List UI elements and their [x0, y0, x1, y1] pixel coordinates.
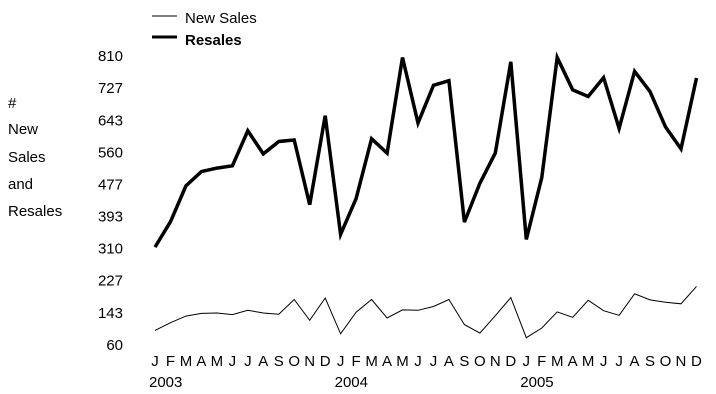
x-tick-label: D [691, 353, 702, 370]
y-tick-label: 727 [98, 80, 123, 97]
new-sales-line [154, 286, 697, 339]
x-tick-label: J [229, 353, 237, 370]
x-tick-label: J [600, 353, 608, 370]
y-tick-label: 393 [98, 209, 123, 226]
y-tick-label: 310 [98, 241, 123, 258]
x-tick-label: N [676, 353, 687, 370]
x-tick-label: A [382, 353, 392, 370]
y-axis-label-line: Resales [8, 203, 62, 220]
y-tick-label: 560 [98, 144, 123, 161]
x-tick-label: M [551, 353, 564, 370]
x-tick-label: A [630, 353, 640, 370]
x-tick-label: D [320, 353, 331, 370]
x-tick-label: F [352, 353, 361, 370]
x-tick-label: O [288, 353, 300, 370]
x-tick-label: J [430, 353, 438, 370]
x-tick-label: J [151, 353, 159, 370]
y-axis-label-line: Sales [8, 149, 46, 166]
x-tick-label: N [490, 353, 501, 370]
y-axis-label: # New Sales and Resales [8, 95, 62, 220]
series-lines [153, 51, 699, 339]
x-year-label: 2003 [149, 374, 182, 391]
x-tick-label: A [258, 353, 268, 370]
legend: New Sales Resales [152, 10, 257, 49]
y-tick-label: 643 [98, 112, 123, 129]
x-tick-label: A [568, 353, 578, 370]
x-tick-label: S [645, 353, 655, 370]
y-tick-label: 143 [98, 305, 123, 322]
x-tick-label: J [615, 353, 623, 370]
x-tick-label: N [304, 353, 315, 370]
y-axis-label-line: and [8, 176, 33, 193]
y-axis-ticks: 60 143 227 310 393 477 560 643 727 810 [98, 48, 123, 354]
y-axis-label-line: New [8, 121, 38, 138]
x-tick-label: M [211, 353, 224, 370]
x-tick-label: J [523, 353, 531, 370]
x-tick-label: J [414, 353, 422, 370]
x-tick-label: D [505, 353, 516, 370]
y-tick-label: 810 [98, 48, 123, 65]
x-tick-label: A [444, 353, 454, 370]
x-tick-label: M [365, 353, 378, 370]
x-tick-label: M [582, 353, 595, 370]
x-tick-label: M [180, 353, 193, 370]
x-tick-label: M [396, 353, 409, 370]
x-axis-years: 2003 2004 2005 [149, 374, 554, 391]
x-tick-label: F [537, 353, 546, 370]
x-tick-label: S [274, 353, 284, 370]
x-tick-label: S [459, 353, 469, 370]
legend-new-sales-label: New Sales [185, 10, 257, 27]
legend-resales-label: Resales [185, 32, 242, 49]
y-axis-label-line: # [8, 95, 17, 112]
y-tick-label: 477 [98, 176, 123, 193]
x-tick-label: J [337, 353, 345, 370]
x-tick-label: O [474, 353, 486, 370]
x-tick-label: J [244, 353, 252, 370]
x-year-label: 2005 [520, 374, 553, 391]
x-tick-label: A [196, 353, 206, 370]
y-tick-label: 60 [106, 337, 123, 354]
x-year-label: 2004 [335, 374, 368, 391]
resales-line [153, 51, 699, 249]
x-tick-label: O [660, 353, 672, 370]
y-tick-label: 227 [98, 273, 123, 290]
x-tick-label: F [166, 353, 175, 370]
